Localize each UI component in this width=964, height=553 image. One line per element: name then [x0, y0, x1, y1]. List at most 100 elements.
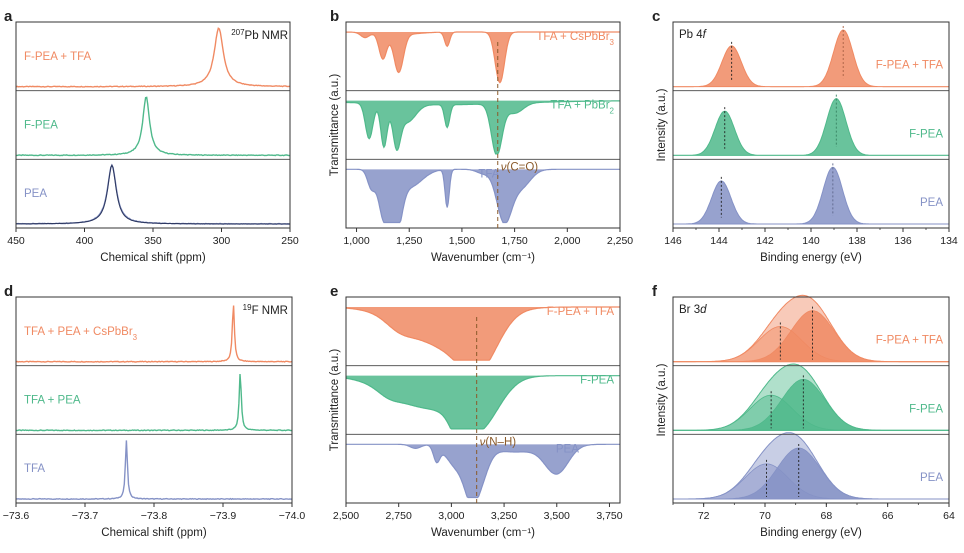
- x-tick-label: 250: [281, 235, 299, 247]
- core-level-annotation: Br 3d: [679, 304, 707, 316]
- series-label: TFA + PbBr2: [550, 100, 614, 116]
- plot-frame: [345, 296, 621, 504]
- series-b-2: [346, 168, 620, 224]
- panel-e: e F-PEA + TFA F-PEA PEA 2,500 2,750 3,000 3,250…: [329, 283, 623, 539]
- y-axis-label: Intensity (a.u.): [656, 88, 668, 161]
- spectrum-fill: [672, 29, 950, 88]
- x-tick-label: 1,500: [449, 235, 475, 247]
- x-tick-label: 1,750: [501, 235, 527, 247]
- series-label: F-PEA + TFA: [547, 306, 615, 318]
- component-peak: [672, 310, 950, 363]
- panel-label-e: e: [330, 283, 338, 300]
- x-axis-label: Binding energy (eV): [760, 252, 862, 264]
- plot-frame: [345, 21, 621, 229]
- series-c-1: [672, 94, 950, 156]
- series-a-1: [15, 96, 291, 157]
- x-tick-label: −73.6: [3, 510, 30, 522]
- series-label: F-PEA + TFA: [24, 51, 92, 63]
- x-tick-label: 2,000: [554, 235, 580, 247]
- x-axis-label: Chemical shift (ppm): [101, 527, 207, 539]
- spectrum-line: [15, 27, 291, 88]
- x-tick-label: 3,750: [596, 510, 622, 522]
- spectrum-fill: [346, 32, 620, 83]
- series-label: TFA: [24, 463, 45, 475]
- spectrum-fill: [346, 169, 620, 223]
- spectrum-fill: [673, 166, 949, 225]
- x-tick-label: −73.8: [141, 510, 168, 522]
- x-tick-label: 400: [76, 235, 94, 247]
- spectrum-line: [346, 31, 620, 84]
- series-a-2: [15, 163, 291, 226]
- x-tick-label: −74.0: [279, 510, 306, 522]
- series-b-0: [346, 31, 620, 84]
- x-tick-label: 350: [144, 235, 162, 247]
- series-e-2: [346, 443, 620, 499]
- nucleus-annotation: 207Pb NMR: [231, 28, 288, 43]
- core-level-annotation: Pb 4f: [679, 29, 708, 41]
- y-axis-label: Transmittance (a.u.): [329, 349, 341, 452]
- panel-c: c F-PEA + TFA F-PEA PEA 146 144 142 140 138 136 13…: [652, 8, 958, 264]
- panel-a: a F-PEA + TFA F-PEA PEA 450 400 350 300 250 Chemi…: [4, 8, 299, 264]
- panel-label-f: f: [652, 283, 658, 300]
- panel-f: f F-PEA + TFA F-PEA PEA 72 70 68 66 64 Binding en…: [652, 283, 955, 539]
- x-tick-label: −73.9: [210, 510, 237, 522]
- series-f-1: [672, 363, 950, 431]
- x-axis-label: Binding energy (eV): [760, 527, 862, 539]
- x-axis-label: Wavenumber (cm⁻¹): [431, 252, 535, 264]
- x-tick-label: 3,250: [491, 510, 517, 522]
- spectrum-line: [345, 375, 620, 430]
- spectrum-line: [15, 440, 293, 501]
- spectrum-line: [346, 168, 620, 224]
- series-d-0: [15, 305, 293, 363]
- x-tick-label: 140: [802, 235, 820, 247]
- panel-label-b: b: [330, 8, 339, 25]
- x-tick-label: 142: [756, 235, 774, 247]
- x-tick-label: −73.7: [72, 510, 99, 522]
- spectrum-line: [345, 100, 620, 155]
- x-tick-label: 136: [894, 235, 912, 247]
- x-tick-label: 146: [664, 235, 682, 247]
- spectrum-line: [345, 306, 620, 361]
- spectrum-line: [15, 96, 291, 157]
- series-label: F-PEA + TFA: [876, 335, 944, 347]
- series-label: TFA: [478, 168, 499, 180]
- series-label: PEA: [24, 188, 47, 200]
- x-tick-label: 1,000: [343, 235, 369, 247]
- series-d-1: [15, 373, 293, 432]
- series-label: TFA + PEA + CsPbBr3: [24, 326, 138, 342]
- series-label: PEA: [920, 197, 943, 209]
- nucleus-annotation: 19F NMR: [243, 303, 288, 318]
- series-d-2: [15, 440, 293, 501]
- x-tick-label: 68: [820, 510, 832, 522]
- panel-label-c: c: [652, 8, 660, 25]
- band-marker-label: ν(C=O): [501, 161, 539, 173]
- plot-frame: [672, 296, 950, 504]
- panel-label-d: d: [4, 283, 13, 300]
- series-label: F-PEA: [909, 128, 943, 140]
- y-axis-label: Transmittance (a.u.): [329, 74, 341, 177]
- panel-label-a: a: [4, 8, 13, 25]
- x-tick-label: 450: [7, 235, 25, 247]
- x-tick-label: 66: [882, 510, 894, 522]
- series-label: F-PEA + TFA: [876, 60, 944, 72]
- x-tick-label: 134: [940, 235, 958, 247]
- spectrum-line: [346, 443, 620, 499]
- component-peak: [673, 447, 949, 500]
- series-f-0: [672, 294, 950, 363]
- series-label: TFA + PEA: [24, 394, 81, 406]
- fit-line: [16, 164, 290, 225]
- x-tick-label: 144: [710, 235, 728, 247]
- series-label: F-PEA: [580, 375, 614, 387]
- series-a-0: [15, 27, 291, 88]
- x-axis-label: Wavenumber (cm⁻¹): [431, 527, 535, 539]
- spectrum-fill: [672, 98, 950, 156]
- x-tick-label: 2,250: [607, 235, 633, 247]
- y-axis-label: Intensity (a.u.): [656, 363, 668, 436]
- series-e-1: [345, 375, 620, 430]
- x-tick-label: 70: [759, 510, 771, 522]
- x-tick-label: 2,500: [333, 510, 359, 522]
- series-label: PEA: [920, 472, 943, 484]
- series-c-2: [673, 163, 949, 225]
- spectrum-fill: [346, 444, 620, 498]
